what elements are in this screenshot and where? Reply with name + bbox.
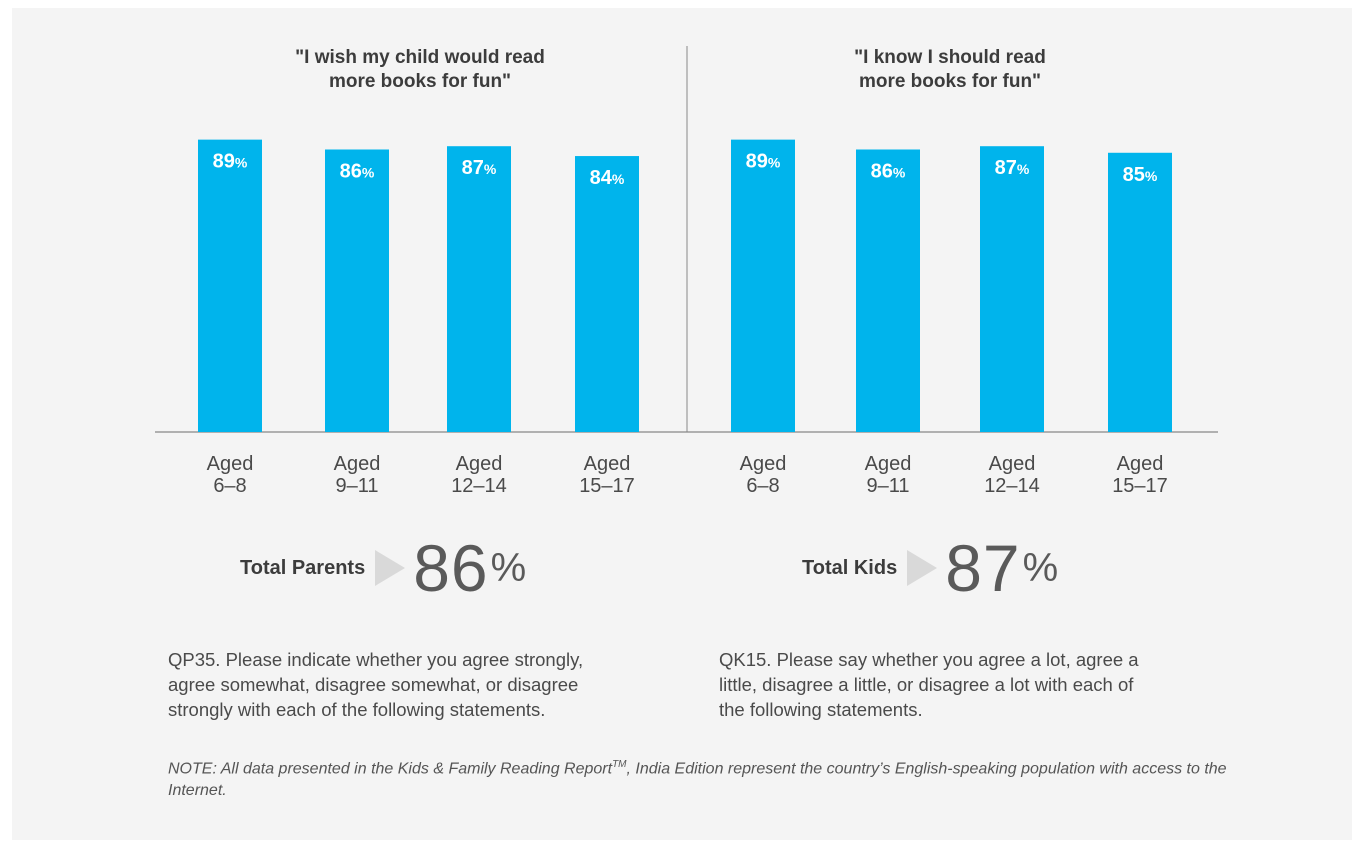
x-tick-line: Aged <box>1116 453 1164 475</box>
footnote: NOTE: All data presented in the Kids & F… <box>168 754 1228 802</box>
question-line: agree somewhat, disagree somewhat, or di… <box>168 674 579 695</box>
bar <box>198 139 262 432</box>
total-value: 87 <box>945 531 1021 605</box>
total-parents: Total Parents 86 % <box>240 530 526 606</box>
total-unit: % <box>1022 545 1059 590</box>
x-tick-line: 9–11 <box>335 475 379 497</box>
note-text: NOTE: All data presented in the Kids & F… <box>168 760 613 778</box>
x-tick-line: 6–8 <box>746 475 780 497</box>
x-tick-label: Aged 12–14 <box>424 453 534 497</box>
bar <box>980 146 1044 432</box>
bar <box>1108 152 1172 432</box>
x-tick-line: 9–11 <box>866 475 910 497</box>
chart-title-line: more books for fun" <box>328 71 512 92</box>
trademark-superscript: TM <box>612 759 627 770</box>
question-line: little, disagree a little, or disagree a… <box>719 674 1134 695</box>
bar <box>731 139 795 432</box>
x-tick-line: Aged <box>333 453 381 475</box>
question-kids: QK15. Please say whether you agree a lot… <box>719 647 1139 722</box>
x-tick-label: Aged 12–14 <box>957 453 1067 497</box>
x-tick-label: Aged 15–17 <box>552 453 662 497</box>
note-text: , India Edition represent the country’s … <box>168 760 1227 800</box>
bar <box>856 149 920 433</box>
question-line: the following statements. <box>719 699 923 720</box>
chart-title-parents: "I wish my child would read more books f… <box>190 46 650 94</box>
bar <box>325 149 389 433</box>
bar-value-label: 87% <box>995 157 1030 179</box>
x-tick-line: Aged <box>583 453 631 475</box>
bar <box>575 156 639 432</box>
bar-value-label: 86% <box>871 160 906 182</box>
bar-value-label: 86% <box>340 160 375 182</box>
chart-title-line: "I know I should read <box>854 47 1046 68</box>
chart-title-kids: "I know I should read more books for fun… <box>720 46 1180 94</box>
x-tick-line: Aged <box>206 453 254 475</box>
x-tick-line: 15–17 <box>1112 475 1168 497</box>
x-tick-label: Aged 15–17 <box>1085 453 1195 497</box>
question-parents: QP35. Please indicate whether you agree … <box>168 647 583 722</box>
x-tick-line: 12–14 <box>451 475 507 497</box>
x-tick-line: 6–8 <box>213 475 247 497</box>
total-value: 86 <box>413 531 489 605</box>
x-tick-line: Aged <box>988 453 1036 475</box>
x-tick-line: Aged <box>864 453 912 475</box>
chart-title-line: "I wish my child would read <box>295 47 545 68</box>
x-tick-label: Aged 6–8 <box>175 453 285 497</box>
arrow-right-icon <box>907 550 938 586</box>
arrow-right-icon <box>375 550 406 586</box>
bar-value-label: 89% <box>213 151 248 173</box>
question-line: QP35. Please indicate whether you agree … <box>168 649 584 670</box>
total-unit: % <box>490 545 527 590</box>
x-tick-line: Aged <box>455 453 503 475</box>
total-kids: Total Kids 87 % <box>802 530 1058 606</box>
x-tick-label: Aged 9–11 <box>302 453 412 497</box>
x-tick-label: Aged 9–11 <box>833 453 943 497</box>
question-line: QK15. Please say whether you agree a lot… <box>719 649 1139 670</box>
bar <box>447 146 511 432</box>
x-tick-line: 12–14 <box>984 475 1040 497</box>
total-label: Total Kids <box>802 556 898 579</box>
x-tick-line: Aged <box>739 453 787 475</box>
bar-value-label: 87% <box>462 157 497 179</box>
question-line: strongly with each of the following stat… <box>168 699 546 720</box>
bar-value-label: 84% <box>590 167 625 189</box>
bar-value-label: 89% <box>746 151 781 173</box>
chart-title-line: more books for fun" <box>858 71 1042 92</box>
total-label: Total Parents <box>240 556 366 579</box>
bar-value-label: 85% <box>1123 164 1158 186</box>
x-tick-line: 15–17 <box>579 475 635 497</box>
x-tick-label: Aged 6–8 <box>708 453 818 497</box>
